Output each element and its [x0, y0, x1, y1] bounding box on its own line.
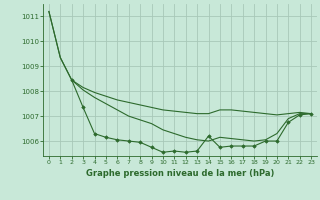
X-axis label: Graphe pression niveau de la mer (hPa): Graphe pression niveau de la mer (hPa) — [86, 169, 274, 178]
